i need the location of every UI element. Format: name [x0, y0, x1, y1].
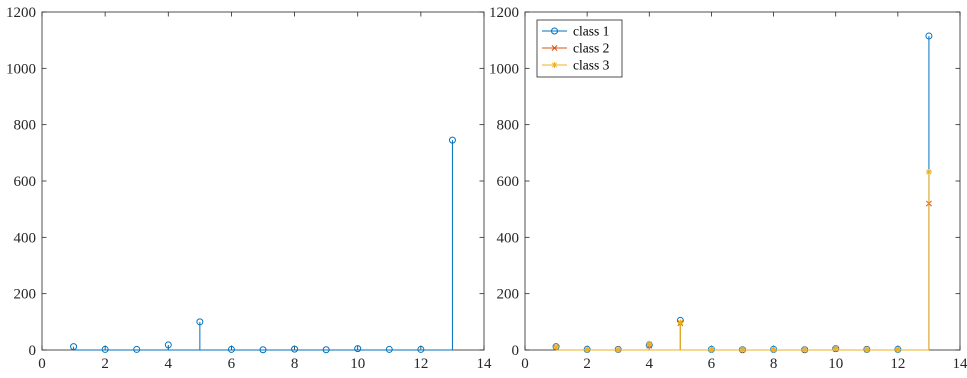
data-point: [615, 346, 622, 353]
x-tick-label: 10: [828, 356, 843, 372]
data-point: [448, 136, 456, 144]
marker-stroke: [771, 346, 777, 352]
plot-area: [41, 11, 485, 351]
y-tick-label: 200: [14, 287, 37, 303]
data-point: [677, 319, 684, 326]
x-tick-label: 8: [770, 356, 778, 372]
data-point: [385, 345, 393, 353]
legend-label: class 1: [573, 24, 609, 39]
y-tick-label: 400: [497, 230, 520, 246]
data-point: [553, 343, 560, 350]
y-tick-label: 0: [512, 343, 520, 359]
marker-stroke: [708, 346, 714, 352]
marker-stroke: [677, 319, 683, 325]
marker-stroke: [926, 169, 932, 175]
y-tick-label: 1000: [489, 61, 519, 77]
data-point: [354, 345, 362, 353]
x-tick-label: 0: [38, 356, 46, 372]
data-point: [196, 318, 204, 326]
x-tick-label: 6: [708, 356, 716, 372]
x-tick-label: 12: [413, 356, 428, 372]
marker-stroke: [739, 347, 746, 353]
data-point: [551, 27, 558, 35]
y-tick-label: 600: [497, 174, 520, 190]
series-3: [553, 168, 932, 353]
data-point: [322, 346, 330, 354]
data-point: [133, 345, 141, 353]
data-point: [227, 345, 235, 353]
marker-stroke: [584, 346, 590, 352]
marker-stroke: [646, 341, 652, 347]
data-point: [551, 62, 558, 68]
x-tick-label: 0: [521, 356, 529, 372]
data-point: [70, 343, 78, 351]
y-tick-label: 0: [29, 343, 37, 359]
x-tick-label: 10: [350, 356, 365, 372]
x-tick-label: 14: [953, 356, 967, 372]
y-tick-label: 800: [497, 118, 520, 134]
y-tick-label: 200: [497, 287, 520, 303]
data-point: [894, 346, 901, 353]
data-point: [925, 168, 932, 175]
marker-stroke: [833, 346, 839, 352]
data-point: [708, 346, 715, 353]
marker-stroke: [895, 346, 901, 352]
data-point: [291, 345, 299, 353]
y-tick-label: 600: [14, 174, 37, 190]
x-tick-label: 4: [646, 356, 654, 372]
marker-stroke: [553, 344, 559, 350]
data-point: [863, 346, 870, 353]
data-point: [739, 346, 746, 353]
x-tick-label: 2: [583, 356, 591, 372]
series-1: [70, 136, 456, 354]
marker-stroke: [615, 346, 621, 352]
marker-stroke: [864, 346, 870, 352]
data-point: [417, 345, 425, 353]
data-point: [925, 32, 933, 40]
data-point: [164, 341, 172, 349]
marker-stroke: [802, 347, 808, 353]
data-point: [770, 346, 777, 353]
y-tick-label: 1200: [489, 5, 519, 21]
data-point: [646, 340, 653, 347]
y-tick-label: 1200: [6, 5, 36, 21]
x-tick-label: 14: [477, 356, 493, 372]
data-point: [259, 346, 267, 354]
legend-label: class 3: [573, 58, 610, 73]
y-tick-label: 800: [14, 118, 37, 134]
legend-label: class 2: [573, 41, 609, 56]
legend: class 1 class 2 class 3: [536, 19, 623, 78]
y-tick-label: 1000: [6, 61, 36, 77]
y-tick-label: 400: [14, 230, 37, 246]
x-tick-label: 2: [101, 356, 109, 372]
marker-stroke: [551, 45, 558, 51]
data-point: [832, 345, 839, 352]
x-tick-label: 6: [228, 356, 236, 372]
x-tick-label: 4: [165, 356, 173, 372]
data-point: [101, 345, 109, 353]
data-point: [551, 45, 558, 51]
chart-panel-1: 0 2 4 6 8 10 12 14 0 200 400 600 800 1000 1200: [6, 5, 492, 372]
data-point: [801, 346, 808, 353]
marker-stroke: [551, 62, 558, 68]
x-tick-label: 8: [291, 356, 299, 372]
data-point: [584, 346, 591, 353]
x-tick-label: 12: [890, 356, 905, 372]
